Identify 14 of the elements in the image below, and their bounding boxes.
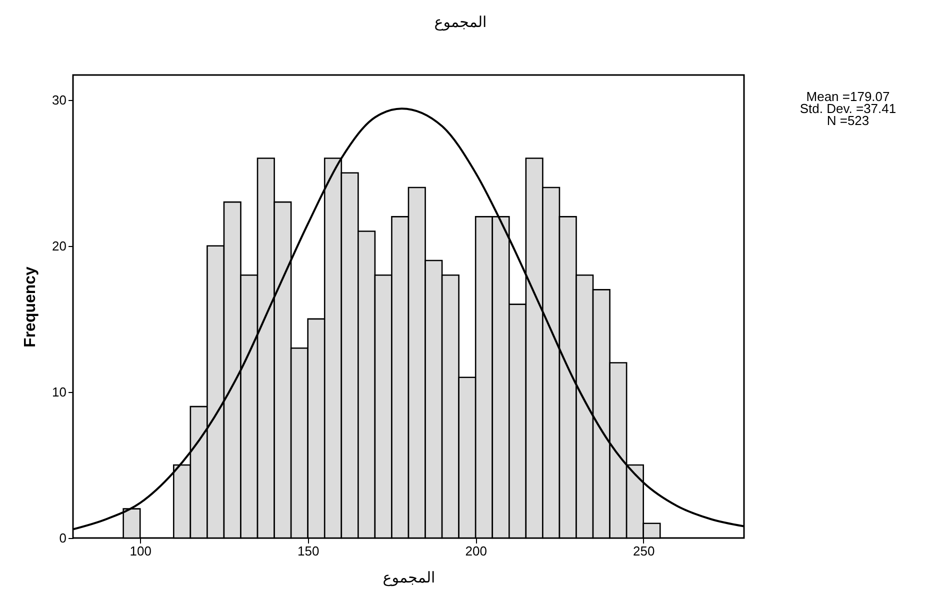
y-tick-label: 0 (59, 530, 66, 546)
y-tick-label: 30 (52, 92, 66, 108)
x-tick-label: 100 (130, 544, 152, 558)
x-tick-label: 150 (298, 544, 320, 558)
y-axis-title: Frequency (22, 266, 40, 348)
text: Mean =179.07 (806, 89, 890, 104)
text: N =523 (826, 113, 870, 128)
y-tick-label: 10 (52, 384, 66, 400)
x-tick-label: 250 (633, 544, 655, 558)
text: Std. Dev. =37.41 (800, 101, 896, 116)
x-tick-label: 200 (465, 544, 487, 558)
chart-title: المجموع (434, 13, 487, 31)
y-tick-label: 20 (52, 238, 66, 254)
x-axis-title: المجموع (382, 568, 436, 586)
